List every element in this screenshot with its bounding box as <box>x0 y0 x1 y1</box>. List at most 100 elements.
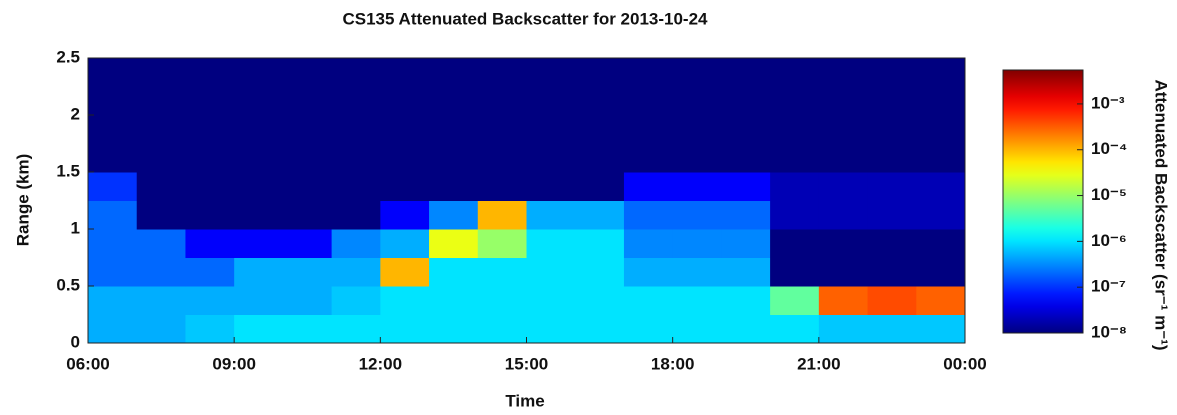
heatmap-cell <box>477 200 527 230</box>
heatmap-cell <box>282 229 333 258</box>
heatmap-cell <box>623 314 674 344</box>
heatmap-cell <box>88 229 138 258</box>
heatmap-cell <box>331 200 381 230</box>
y-axis-label: Range (km) <box>13 154 32 247</box>
heatmap-cell <box>380 143 430 173</box>
heatmap-cell <box>818 200 869 230</box>
heatmap-cell <box>429 115 479 144</box>
heatmap-cell <box>136 200 186 230</box>
heatmap-cell <box>575 143 625 173</box>
heatmap-cell <box>867 286 917 315</box>
heatmap-cell <box>331 314 381 344</box>
heatmap-cell <box>623 115 674 144</box>
heatmap-cell <box>234 257 284 287</box>
heatmap-cell <box>575 200 625 230</box>
heatmap-cell <box>526 86 576 116</box>
heatmap-cell <box>88 257 138 287</box>
heatmap-cell <box>770 115 820 144</box>
heatmap-cell <box>136 143 186 173</box>
heatmap-cell <box>234 86 284 116</box>
heatmap-cell <box>429 286 479 315</box>
heatmap-cell <box>721 86 771 116</box>
heatmap-cell <box>721 286 771 315</box>
colorbar-tick-label: 10⁻⁶ <box>1091 231 1127 250</box>
heatmap-cell <box>234 115 284 144</box>
heatmap-cell <box>623 257 674 287</box>
heatmap-cell <box>88 314 138 344</box>
heatmap-cell <box>818 286 869 315</box>
heatmap-cell <box>867 86 917 116</box>
heatmap-cell <box>916 314 966 344</box>
heatmap-cell <box>526 172 576 201</box>
heatmap-cell <box>575 115 625 144</box>
heatmap-cell <box>526 286 576 315</box>
heatmap-cell <box>380 286 430 315</box>
heatmap-cell <box>672 58 722 87</box>
heatmap-cell <box>867 143 917 173</box>
heatmap-cell <box>477 286 527 315</box>
heatmap-cell <box>185 86 235 116</box>
heatmap-cell <box>136 172 186 201</box>
heatmap-cell <box>526 314 576 344</box>
heatmap-cell <box>672 229 722 258</box>
heatmap-cell <box>331 172 381 201</box>
heatmap-cell <box>234 200 284 230</box>
heatmap-cell <box>818 172 869 201</box>
heatmap-cell <box>916 200 966 230</box>
heatmap-cell <box>526 229 576 258</box>
heatmap-cell <box>721 257 771 287</box>
heatmap-cell <box>88 143 138 173</box>
heatmap-cell <box>916 58 966 87</box>
heatmap-cell <box>234 314 284 344</box>
heatmap-cell <box>331 143 381 173</box>
y-tick-label: 2 <box>71 104 80 123</box>
heatmap-cell <box>526 143 576 173</box>
heatmap-cell <box>136 86 186 116</box>
heatmap-cell <box>867 200 917 230</box>
heatmap-cell <box>575 257 625 287</box>
heatmap-cell <box>477 229 527 258</box>
heatmap-cell <box>623 229 674 258</box>
colorbar-label: Attenuated Backscatter (sr⁻¹ m⁻¹) <box>1152 79 1171 350</box>
heatmap-cell <box>818 229 869 258</box>
heatmap-cell <box>429 86 479 116</box>
heatmap-cell <box>477 257 527 287</box>
colorbar <box>1002 69 1084 334</box>
heatmap-cell <box>575 86 625 116</box>
heatmap-cell <box>282 86 333 116</box>
heatmap-cell <box>477 86 527 116</box>
heatmap-cell <box>575 286 625 315</box>
heatmap-cell <box>136 115 186 144</box>
heatmap-cell <box>331 286 381 315</box>
heatmap-cell <box>721 58 771 87</box>
heatmap-cell <box>331 115 381 144</box>
heatmap-cell <box>770 86 820 116</box>
heatmap-cell <box>88 200 138 230</box>
heatmap-cell <box>623 86 674 116</box>
heatmap-cell <box>867 58 917 87</box>
heatmap-cell <box>477 143 527 173</box>
heatmap-cell <box>770 143 820 173</box>
heatmap-cell <box>282 115 333 144</box>
heatmap-cell <box>282 172 333 201</box>
heatmap-cell <box>429 200 479 230</box>
heatmap-cell <box>380 200 430 230</box>
heatmap-cell <box>770 257 820 287</box>
heatmap-cell <box>770 172 820 201</box>
heatmap-cell <box>331 58 381 87</box>
heatmap-cell <box>282 58 333 87</box>
heatmap-cell <box>477 172 527 201</box>
heatmap-cell <box>575 314 625 344</box>
heatmap-cell <box>88 58 138 87</box>
heatmap-cell <box>867 314 917 344</box>
heatmap-cell <box>526 115 576 144</box>
heatmap-cell <box>916 172 966 201</box>
heatmap-cell <box>526 257 576 287</box>
y-tick-label: 0.5 <box>56 275 80 294</box>
heatmap-cell <box>770 314 820 344</box>
heatmap-cell <box>234 58 284 87</box>
heatmap-cell <box>770 200 820 230</box>
x-tick-label: 06:00 <box>66 354 109 373</box>
heatmap-cell <box>185 58 235 87</box>
heatmap-cell <box>429 314 479 344</box>
